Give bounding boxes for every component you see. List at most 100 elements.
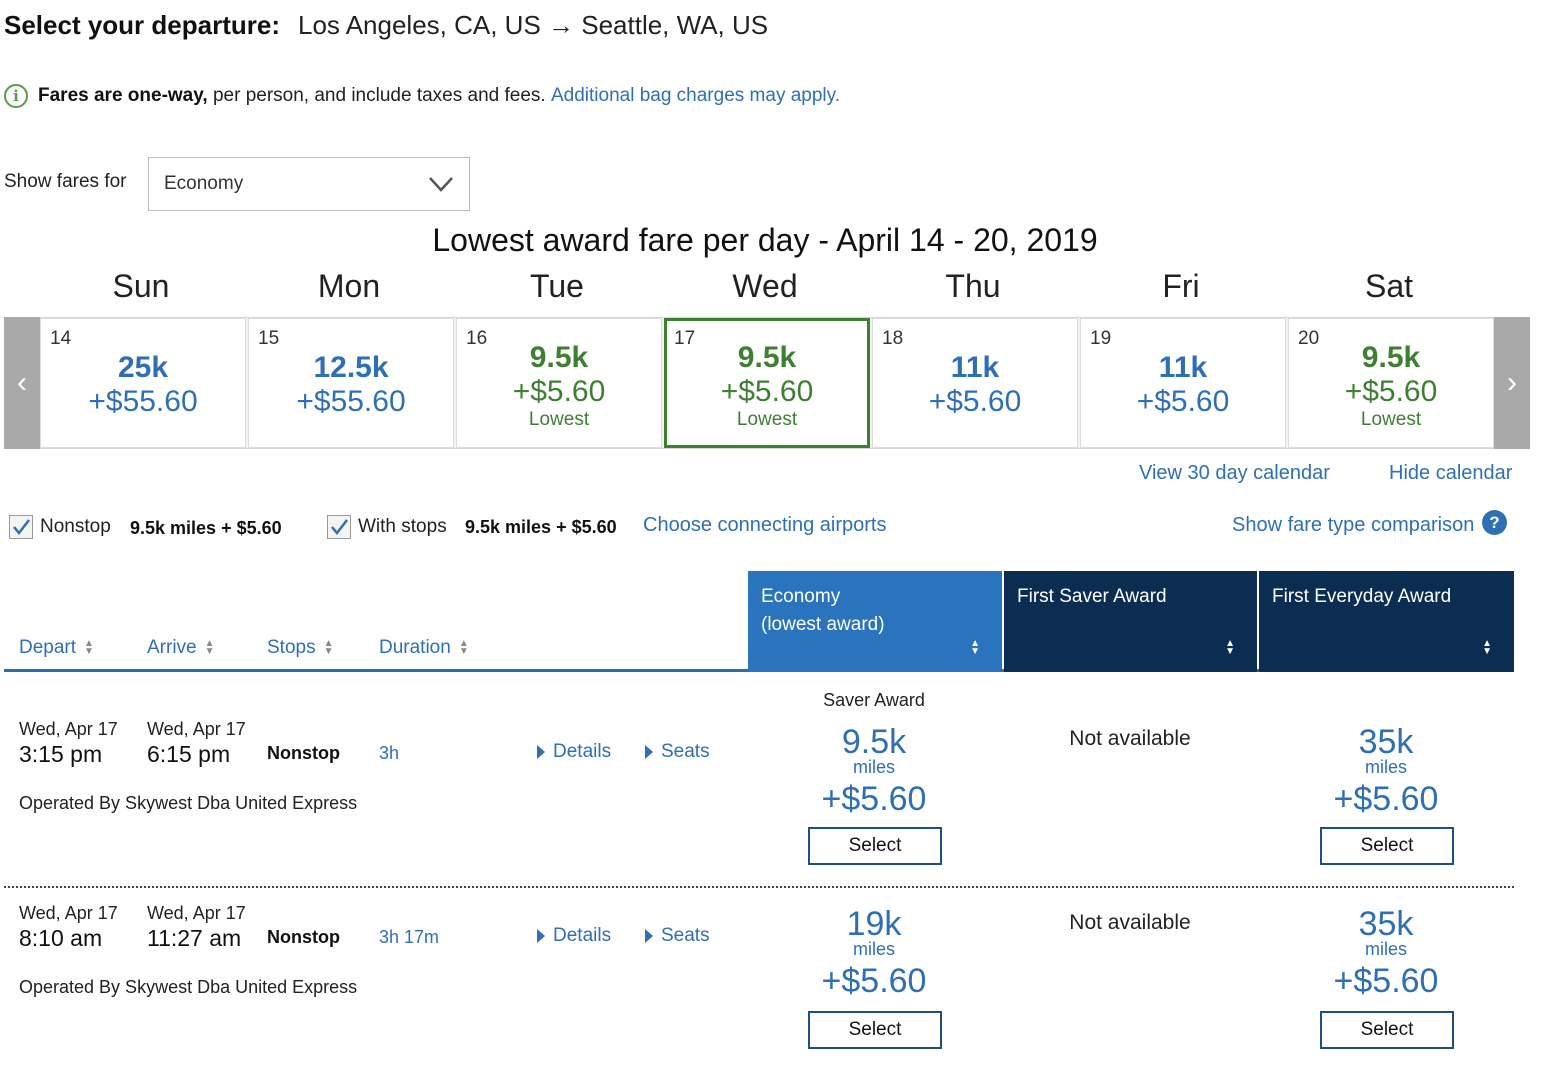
sort-icon: ▲ ▼: [84, 638, 94, 657]
nonstop-value: 9.5k miles + $5.60: [130, 518, 282, 538]
seats-link[interactable]: Seats: [645, 741, 710, 763]
seats-label: Seats: [661, 741, 710, 762]
dayname-tue: Tue: [530, 268, 584, 304]
depart-time: 3:15 pm: [19, 741, 103, 767]
fare-col-title: Economy: [761, 586, 841, 607]
day-cell-18[interactable]: 18 11k +$5.60: [872, 318, 1078, 448]
col-duration-label: Duration: [379, 637, 451, 658]
day-fee: +$5.60: [512, 375, 606, 408]
sort-icon: ▲ ▼: [204, 638, 215, 657]
nonstop-label: Nonstop: [40, 516, 111, 537]
day-number: 17: [674, 328, 696, 349]
saver-award-label: Saver Award: [823, 690, 925, 710]
nonstop-checkbox[interactable]: [9, 515, 33, 539]
choose-connecting-airports-link[interactable]: Choose connecting airports: [643, 514, 887, 536]
sort-arrive[interactable]: Arrive ▲ ▼: [147, 637, 215, 659]
fare-info-notice: i Fares are one-way, per person, and inc…: [4, 84, 840, 108]
hide-calendar-link[interactable]: Hide calendar: [1389, 462, 1513, 484]
select-economy-button[interactable]: Select: [808, 1011, 942, 1049]
arrive-date: Wed, Apr 17: [147, 719, 246, 739]
fare-col-first-saver[interactable]: First Saver Award ▲ ▼: [1004, 571, 1257, 672]
caret-right-icon: [537, 929, 545, 943]
sort-icon: ▲ ▼: [1225, 638, 1235, 657]
view-30-day-calendar-link[interactable]: View 30 day calendar: [1139, 462, 1330, 484]
col-depart-label: Depart: [19, 637, 77, 658]
day-miles: 12.5k: [313, 351, 389, 384]
first-saver-not-available: Not available: [1069, 911, 1191, 934]
stops-value: Nonstop: [267, 743, 340, 763]
fare-col-economy[interactable]: Economy (lowest award) ▲ ▼: [748, 571, 1002, 672]
select-first-everyday-button[interactable]: Select: [1320, 827, 1454, 865]
sort-depart[interactable]: Depart ▲ ▼: [19, 637, 94, 659]
day-cell-14[interactable]: 14 25k +$55.60: [40, 318, 246, 448]
day-number: 19: [1090, 328, 1112, 349]
seats-link[interactable]: Seats: [645, 925, 710, 947]
stops-value: Nonstop: [267, 927, 340, 947]
caret-right-icon: [537, 745, 545, 759]
select-economy-button[interactable]: Select: [808, 827, 942, 865]
depart-date: Wed, Apr 17: [19, 903, 118, 923]
economy-fee: +$5.60: [821, 962, 927, 1000]
info-bold-text: Fares are one-way,: [38, 85, 208, 106]
arrive-date: Wed, Apr 17: [147, 903, 246, 923]
select-first-everyday-button[interactable]: Select: [1320, 1011, 1454, 1049]
details-label: Details: [553, 925, 612, 946]
sort-icon: ▲ ▼: [970, 638, 980, 657]
arrive-time: 11:27 am: [147, 925, 242, 951]
row-divider: [4, 886, 1514, 888]
day-cell-20[interactable]: 20 9.5k +$5.60 Lowest: [1288, 318, 1494, 448]
operator-text: Operated By Skywest Dba United Express: [19, 977, 358, 997]
chevron-down-icon: [429, 177, 453, 192]
day-fee: +$55.60: [88, 385, 198, 418]
sort-duration[interactable]: Duration ▲ ▼: [379, 637, 469, 659]
help-icon[interactable]: ?: [1482, 510, 1507, 535]
info-icon: i: [4, 84, 28, 108]
economy-miles-unit: miles: [852, 939, 895, 959]
economy-miles-unit: miles: [852, 757, 895, 777]
with-stops-value: 9.5k miles + $5.60: [465, 517, 617, 537]
info-text: per person, and include taxes and fees.: [207, 85, 551, 106]
day-fee: +$5.60: [720, 375, 814, 408]
dayname-wed: Wed: [732, 268, 798, 304]
bag-charges-link[interactable]: Additional bag charges may apply.: [550, 85, 841, 106]
details-link[interactable]: Details: [537, 741, 611, 763]
fare-type-comparison-link[interactable]: Show fare type comparison: [1232, 514, 1475, 536]
calendar-next-button[interactable]: ›: [1494, 317, 1530, 449]
chevron-right-icon: ›: [1507, 366, 1517, 399]
sort-icon: ▲ ▼: [1482, 638, 1492, 657]
day-fee: +$5.60: [1136, 385, 1230, 418]
caret-right-icon: [645, 929, 653, 943]
details-link[interactable]: Details: [537, 925, 611, 947]
with-stops-label: With stops: [358, 516, 447, 537]
show-fares-label: Show fares for: [4, 171, 127, 192]
day-number: 16: [466, 328, 488, 349]
lowest-tag: Lowest: [736, 409, 798, 430]
with-stops-checkbox[interactable]: [327, 515, 351, 539]
first-everyday-miles-unit: miles: [1364, 939, 1407, 959]
day-cell-17-selected[interactable]: 17 9.5k +$5.60 Lowest: [664, 318, 870, 448]
page-title: Select your departure: Los Angeles, CA, U…: [4, 10, 768, 41]
first-saver-not-available: Not available: [1069, 727, 1191, 750]
cabin-select[interactable]: Economy: [148, 157, 470, 211]
seats-label: Seats: [661, 925, 710, 946]
duration-value: 3h 17m: [379, 927, 440, 947]
col-stops-label: Stops: [267, 637, 316, 658]
day-miles: 9.5k: [1361, 341, 1421, 374]
day-cell-16[interactable]: 16 9.5k +$5.60 Lowest: [456, 318, 662, 448]
first-everyday-miles: 35k: [1358, 723, 1414, 761]
economy-miles: 19k: [846, 905, 902, 943]
day-number: 14: [50, 328, 72, 349]
day-cell-15[interactable]: 15 12.5k +$55.60: [248, 318, 454, 448]
lowest-tag: Lowest: [1360, 409, 1422, 430]
day-miles: 11k: [950, 351, 1000, 384]
day-fee: +$55.60: [296, 385, 406, 418]
cabin-select-value: Economy: [164, 173, 244, 194]
sort-stops[interactable]: Stops ▲ ▼: [267, 637, 334, 659]
dayname-thu: Thu: [945, 268, 1001, 304]
checkmark-icon: [331, 519, 348, 535]
fare-col-first-everyday[interactable]: First Everyday Award ▲ ▼: [1259, 571, 1514, 672]
calendar-prev-button[interactable]: ‹: [4, 317, 40, 449]
day-miles: 25k: [117, 351, 169, 384]
dayname-sun: Sun: [112, 268, 170, 304]
day-cell-19[interactable]: 19 11k +$5.60: [1080, 318, 1286, 448]
